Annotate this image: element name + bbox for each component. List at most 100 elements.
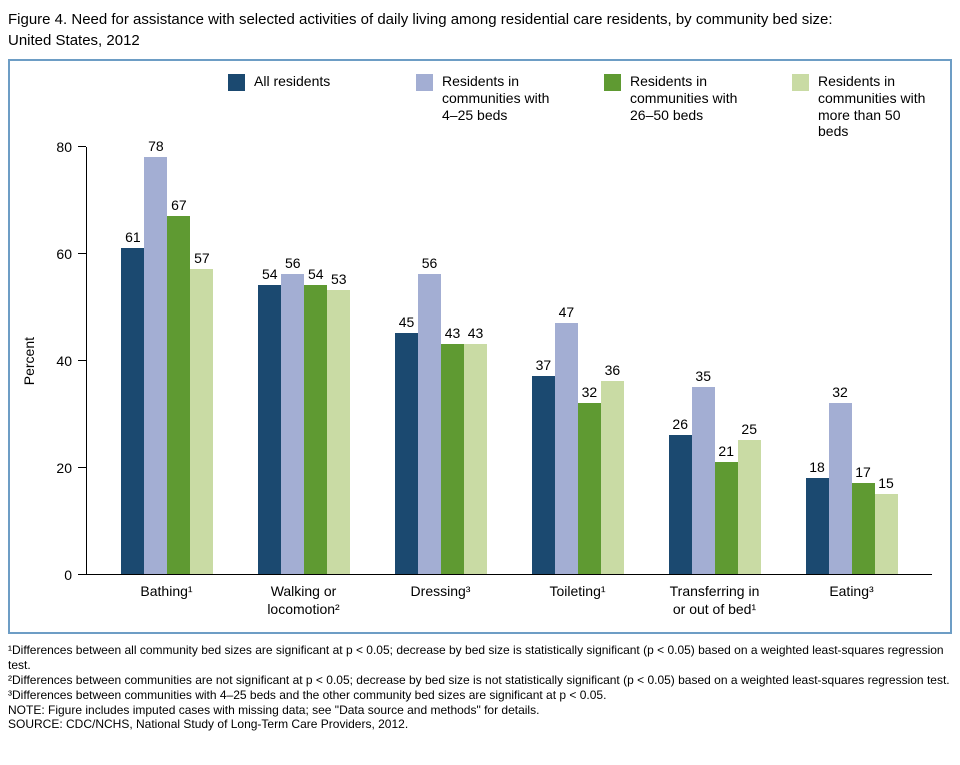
bar xyxy=(668,434,692,574)
bar xyxy=(258,285,282,574)
bar-value-label: 32 xyxy=(581,383,598,400)
bar-wrap: 37 xyxy=(531,357,555,574)
bar-wrap: 18 xyxy=(805,458,829,574)
x-axis-label: Walking or locomotion² xyxy=(267,583,340,617)
y-axis-title: Percent xyxy=(21,336,37,386)
bar-wrap: 26 xyxy=(668,415,692,574)
bar xyxy=(121,247,145,574)
bar-group: 26 35 21 25 xyxy=(646,368,783,574)
x-axis-label: Dressing³ xyxy=(410,583,471,599)
bar-value-label: 32 xyxy=(832,383,848,400)
y-tick-mark xyxy=(78,574,86,575)
bar xyxy=(441,343,465,574)
bar xyxy=(714,461,738,574)
x-axis-label: Bathing¹ xyxy=(140,583,193,599)
bar-value-label: 56 xyxy=(421,255,438,272)
bar-value-label: 18 xyxy=(809,458,825,475)
legend-item: Residents in communities with 26–50 beds xyxy=(604,73,744,147)
legend: All residents Residents in communities wi… xyxy=(16,73,940,147)
plot-wrap: Percent 0 20 40 60 80 61 78 67 57 54 56 54 53 45 56 43… xyxy=(16,138,940,618)
bar-value-label: 17 xyxy=(855,464,871,481)
bar-wrap: 67 xyxy=(167,196,191,574)
y-tick-label: 20 xyxy=(56,460,72,476)
bar-group: 18 32 17 15 xyxy=(783,384,920,574)
legend-item: All residents xyxy=(228,73,368,147)
bar xyxy=(144,156,168,574)
y-tick-label: 0 xyxy=(64,567,72,583)
plot-area: 61 78 67 57 54 56 54 53 45 56 43 43 37 47 32 36 26 35 21 25… xyxy=(86,138,932,575)
bar xyxy=(851,483,875,574)
x-axis-label: Transferring in or out of bed¹ xyxy=(669,583,760,617)
bar-value-label: 36 xyxy=(604,362,621,379)
bar-wrap: 21 xyxy=(714,442,738,574)
bar xyxy=(554,322,578,574)
bar-value-label: 61 xyxy=(125,228,141,245)
bar xyxy=(395,333,419,574)
y-axis: 0 20 40 60 80 xyxy=(42,139,86,583)
bar xyxy=(281,274,305,574)
footnote-line: ²Differences between communities are not… xyxy=(8,672,950,687)
bar-wrap: 32 xyxy=(828,383,852,574)
bar-group: 54 56 54 53 xyxy=(236,255,373,574)
x-axis-label: Eating³ xyxy=(829,583,874,599)
x-axis-labels: Bathing¹ Walking or locomotion² Dressing³ T… xyxy=(86,575,932,618)
bar xyxy=(805,477,829,574)
bar-wrap: 53 xyxy=(327,271,351,574)
bar-value-label: 78 xyxy=(148,137,164,154)
bar xyxy=(874,493,898,574)
bar xyxy=(737,440,761,574)
bar xyxy=(464,343,488,574)
legend-swatch-icon xyxy=(604,74,621,91)
bar-wrap: 32 xyxy=(577,383,601,574)
x-axis-label: Toileting¹ xyxy=(549,583,606,599)
bar-wrap: 45 xyxy=(395,314,419,574)
bar-wrap: 57 xyxy=(190,250,214,574)
bar-value-label: 43 xyxy=(467,324,484,341)
legend-swatch-icon xyxy=(416,74,433,91)
bar xyxy=(418,274,442,574)
bar-wrap: 47 xyxy=(554,304,578,574)
bar-value-label: 35 xyxy=(695,367,711,384)
y-tick-label: 60 xyxy=(56,246,72,262)
bar-value-label: 57 xyxy=(194,250,210,267)
bar-value-label: 21 xyxy=(718,442,734,459)
bar xyxy=(691,386,715,574)
bar-value-label: 54 xyxy=(261,266,278,283)
bar xyxy=(577,402,601,574)
bar-wrap: 43 xyxy=(464,324,488,574)
legend-label: Residents in communities with 4–25 beds xyxy=(442,73,550,123)
bar-wrap: 54 xyxy=(258,266,282,574)
bar-wrap: 54 xyxy=(304,266,328,574)
bar-value-label: 56 xyxy=(284,255,301,272)
bar-group: 61 78 67 57 xyxy=(99,138,236,574)
bar-wrap: 78 xyxy=(144,137,168,574)
bar-value-label: 43 xyxy=(444,324,461,341)
legend-label: Residents in communities with more than … xyxy=(818,73,926,140)
bar-group: 45 56 43 43 xyxy=(373,255,510,574)
bar xyxy=(828,402,852,574)
bar xyxy=(531,376,555,574)
legend-swatch-icon xyxy=(228,74,245,91)
y-tick-mark xyxy=(78,146,86,147)
bar-wrap: 36 xyxy=(600,362,624,574)
bar-value-label: 67 xyxy=(171,196,187,213)
bar xyxy=(327,290,351,574)
bar-wrap: 25 xyxy=(737,421,761,574)
bar xyxy=(190,269,214,574)
y-tick-mark xyxy=(78,253,86,254)
bar-value-label: 53 xyxy=(330,271,347,288)
footnotes: ¹Differences between all community bed s… xyxy=(8,643,950,732)
plot-column: 61 78 67 57 54 56 54 53 45 56 43 43 37 47 32 36 26 35 21 25… xyxy=(86,138,932,618)
bar-group: 37 47 32 36 xyxy=(509,304,646,574)
footnote-line: ¹Differences between all community bed s… xyxy=(8,643,944,672)
bar-value-label: 25 xyxy=(741,421,757,438)
footnote-line: ³Differences between communities with 4–… xyxy=(8,687,607,702)
bar-wrap: 43 xyxy=(441,324,465,574)
figure-title: Figure 4. Need for assistance with selec… xyxy=(8,11,833,49)
bar-value-label: 26 xyxy=(672,415,688,432)
y-tick-mark xyxy=(78,467,86,468)
bar-value-label: 45 xyxy=(398,314,415,331)
bar-wrap: 61 xyxy=(121,228,145,574)
bar-wrap: 56 xyxy=(418,255,442,574)
bar-wrap: 35 xyxy=(691,367,715,574)
